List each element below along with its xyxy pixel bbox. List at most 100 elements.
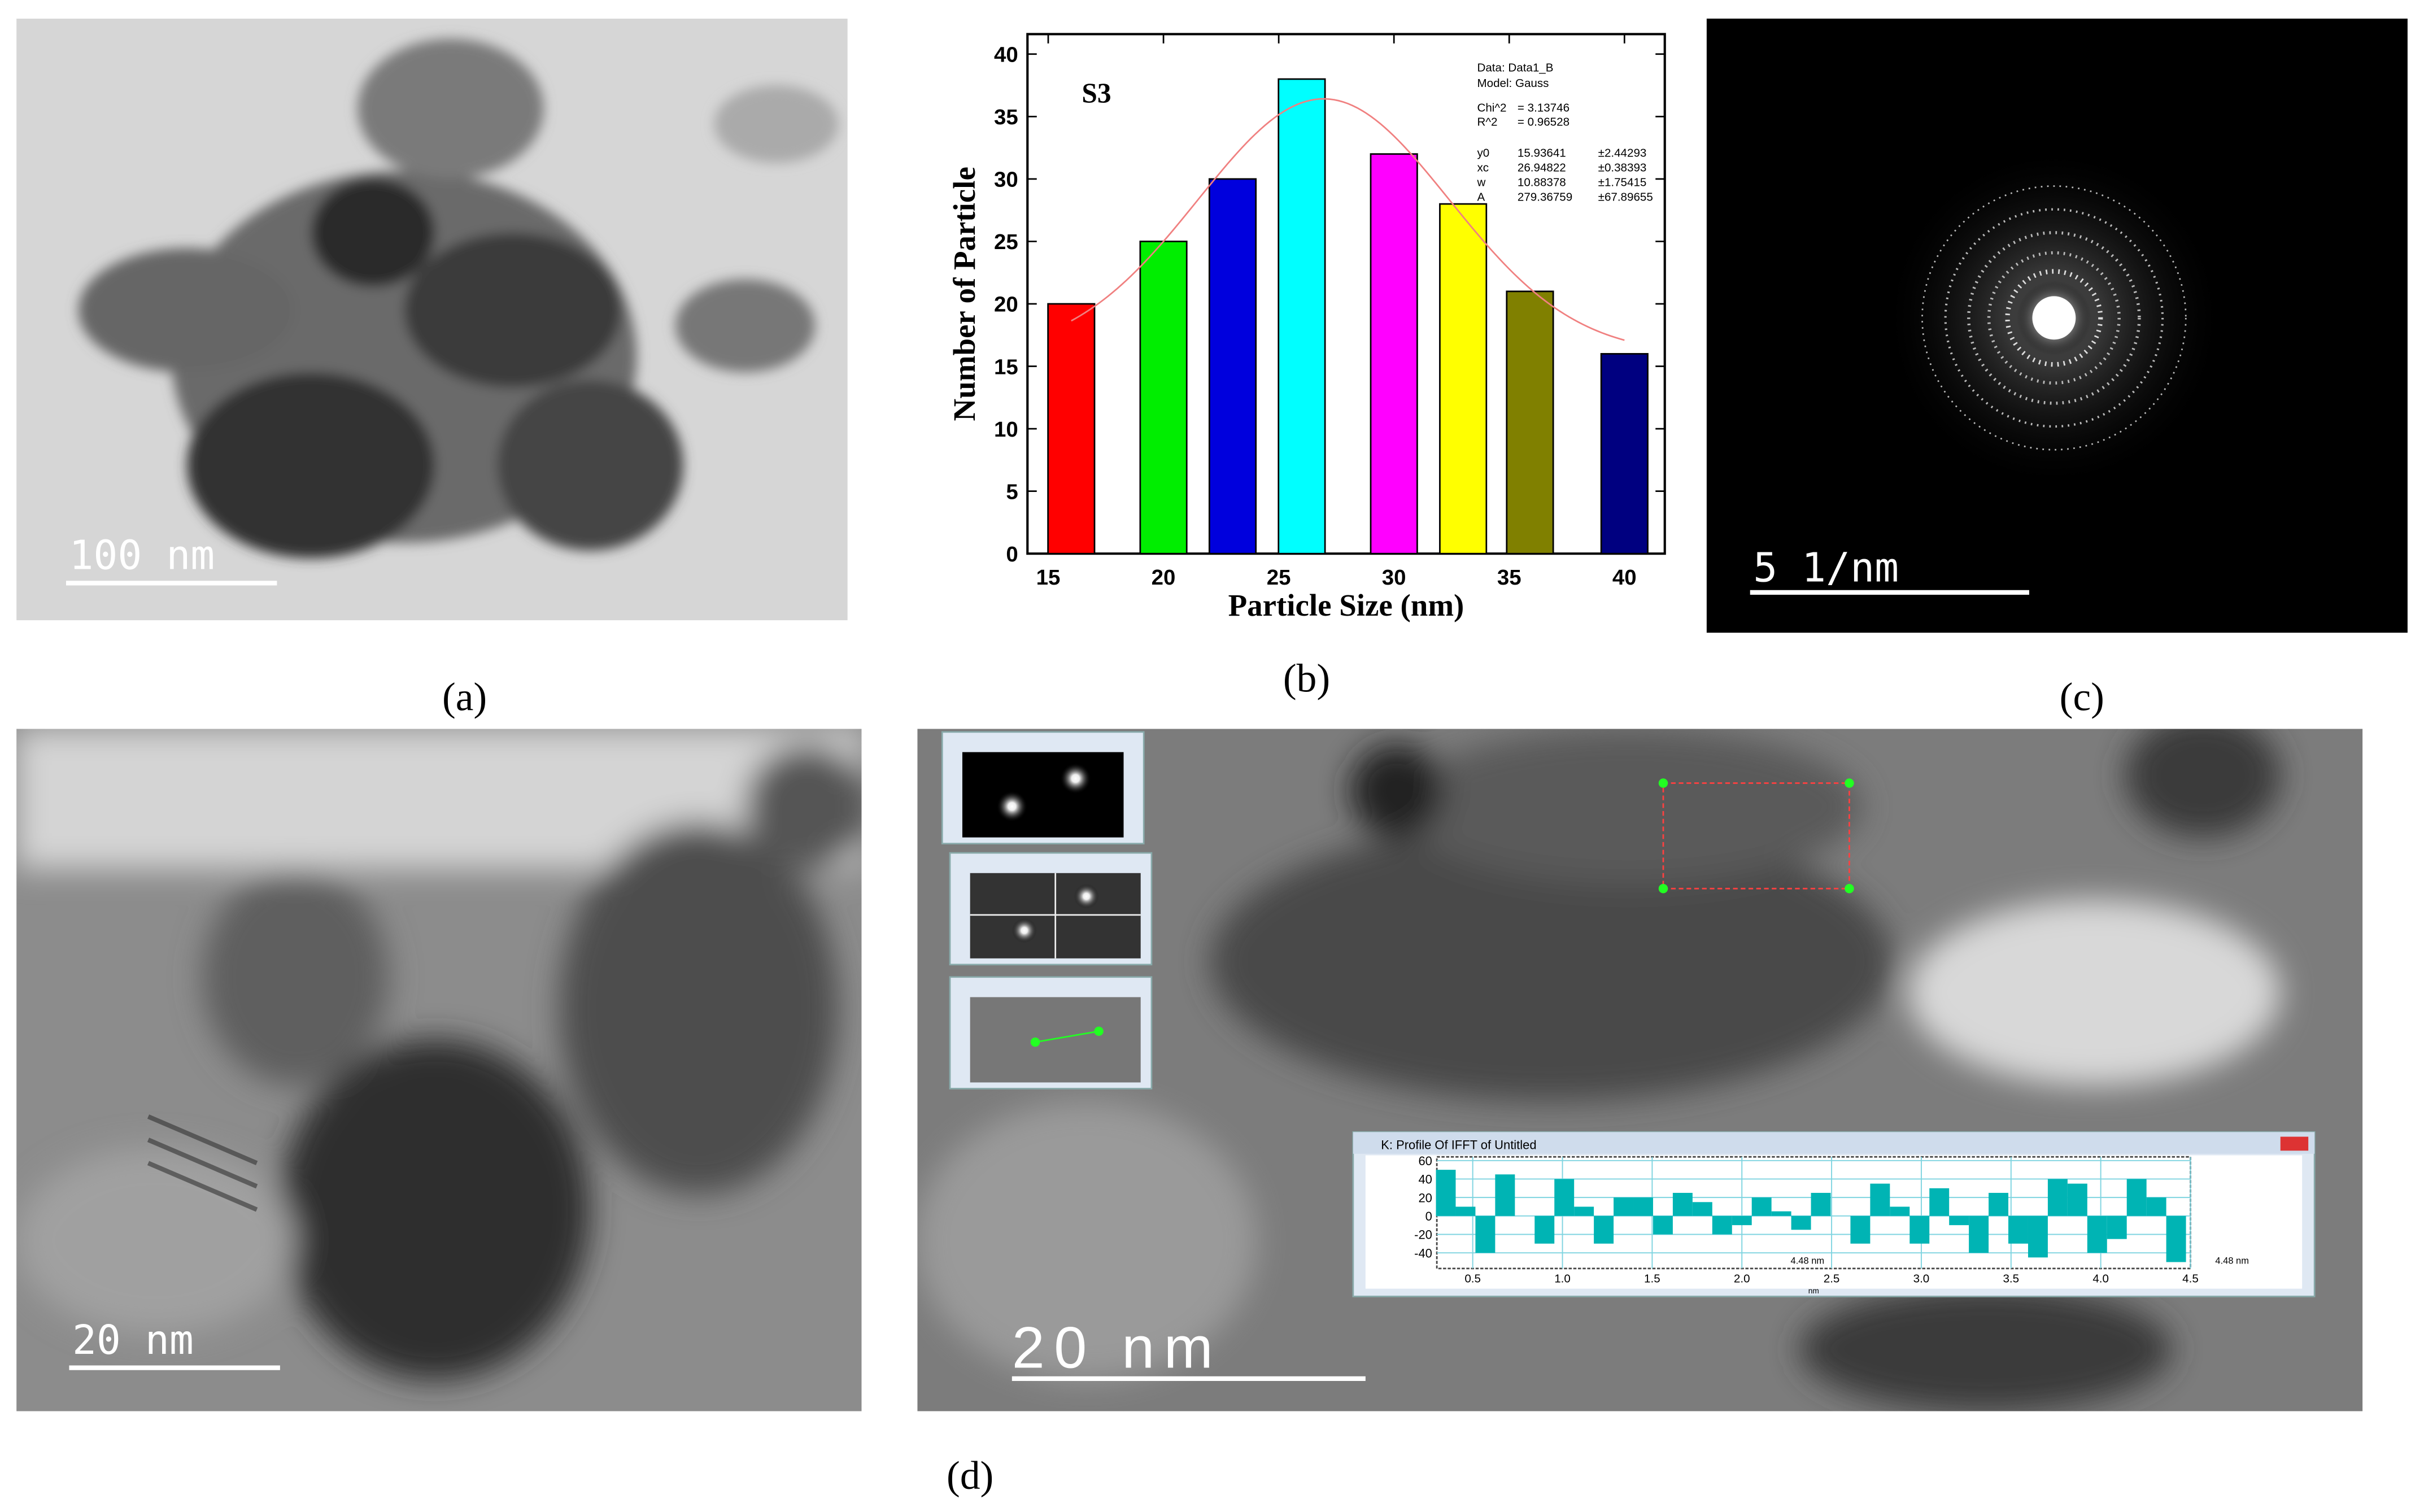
y-tick-label: 35 (994, 105, 1018, 129)
fit-param-value: 15.93641 (1518, 146, 1566, 159)
profile-bar (1890, 1206, 1910, 1216)
profile-bar (2047, 1179, 2068, 1216)
fit-param-value: 10.88378 (1518, 176, 1566, 189)
x-axis-title: nm (1808, 1287, 1819, 1295)
hrtem-image-right: 20 nm (917, 729, 2363, 1411)
profile-bar (1791, 1215, 1811, 1230)
fit-stat-value: = 3.13746 (1518, 102, 1570, 115)
profile-bar (2067, 1183, 2087, 1216)
profile-bar (1495, 1174, 1515, 1216)
panel-label: (c) (2060, 675, 2104, 720)
x-tick-label: 3.0 (1913, 1273, 1930, 1286)
x-tick-label: 2.0 (1734, 1273, 1750, 1286)
x-tick-label: 25 (1267, 565, 1291, 590)
fit-param-error: ±0.38393 (1598, 161, 1647, 174)
scale-bar-label: 20 nm (72, 1317, 194, 1363)
bar (1370, 153, 1418, 555)
fit-stat-value: = 0.96528 (1518, 115, 1570, 128)
x-tick-label: 2.5 (1824, 1273, 1840, 1286)
hrtem-image-left: 20 nm (16, 729, 862, 1411)
profile-bar (2008, 1215, 2028, 1244)
x-tick-label: 3.5 (2003, 1273, 2019, 1286)
fit-info: Data: Data1_B (1477, 61, 1554, 74)
annotation: 4.48 nm (2215, 1256, 2249, 1266)
bar (1506, 290, 1554, 555)
profile-bar (1554, 1179, 1575, 1216)
window-title: K: Profile Of IFFT of Untitled (1381, 1138, 1536, 1152)
profile-bar (1594, 1215, 1614, 1244)
profile-bar (1653, 1215, 1673, 1235)
scale-bar-label: 5 1/nm (1753, 544, 1899, 591)
profile-bar (2166, 1215, 2186, 1262)
y-tick-label: 15 (994, 355, 1018, 379)
panel-label: (a) (442, 675, 487, 720)
scale-bar-label: 20 nm (1012, 1315, 1222, 1381)
sample-label: S3 (1082, 77, 1111, 108)
profile-bar (2028, 1215, 2048, 1258)
profile-bar (1732, 1215, 1752, 1226)
bar (1208, 178, 1257, 555)
x-tick-label: 1.5 (1644, 1273, 1660, 1286)
profile-bar (1771, 1211, 1791, 1216)
histogram: 0 5 10 15 20 25 30 35 40 15 20 25 30 35 40 S3 Number of … (947, 33, 1666, 622)
fit-param-name: y0 (1477, 146, 1490, 159)
profile-bar (1475, 1215, 1496, 1253)
profile-bar (2126, 1179, 2147, 1216)
profile-bar (2107, 1215, 2127, 1239)
panel-label: (b) (1283, 656, 1330, 701)
annotation: 4.48 nm (1791, 1256, 1825, 1266)
y-tick-label: 0 (1425, 1209, 1432, 1223)
fit-param-value: 279.36759 (1518, 191, 1572, 204)
y-tick-label: 20 (994, 293, 1018, 317)
x-tick-label: 30 (1382, 565, 1406, 590)
profile-bar (2087, 1215, 2107, 1253)
profile-bar (1969, 1215, 1989, 1253)
profile-bar (1672, 1192, 1693, 1216)
x-tick-label: 0.5 (1464, 1273, 1481, 1286)
fft-window (949, 852, 1153, 966)
profile-bar (1870, 1183, 1890, 1216)
gauss-fit (1071, 98, 1625, 341)
fit-stat-name: Chi^2 (1477, 102, 1507, 115)
x-tick-label: 35 (1497, 565, 1521, 590)
profile-bar (1534, 1215, 1555, 1244)
fit-param-error: ±67.89655 (1598, 191, 1653, 204)
profile-bar (1909, 1215, 1930, 1244)
y-tick-label: 30 (994, 168, 1018, 192)
y-tick-label: -40 (1414, 1246, 1432, 1260)
fit-info: Model: Gauss (1477, 77, 1549, 90)
profile-bar (1633, 1197, 1653, 1216)
profile-bar (1574, 1206, 1594, 1216)
profile-bar (1692, 1202, 1712, 1216)
bar (1047, 303, 1096, 555)
y-tick-label: 0 (1006, 542, 1018, 567)
profile-bar (1712, 1215, 1732, 1235)
bar (1139, 241, 1188, 555)
y-tick-label: 5 (1006, 480, 1018, 504)
bar (1600, 353, 1649, 555)
x-tick-label: 15 (1036, 565, 1061, 590)
y-tick-label: 40 (1418, 1173, 1432, 1187)
profile-bar (1614, 1197, 1634, 1216)
diffraction-pattern: 5 1/nm (1706, 18, 2408, 633)
profile-bar (1436, 1170, 1456, 1216)
scale-bar-label: 100 nm (69, 532, 215, 579)
x-tick-label: 40 (1612, 565, 1637, 590)
x-axis-title: Particle Size (nm) (1228, 588, 1464, 622)
y-tick-label: 10 (994, 417, 1018, 442)
fit-param-value: 26.94822 (1518, 161, 1566, 174)
y-axis-title: Number of Particle (947, 167, 982, 421)
profile-bar (1949, 1215, 1969, 1226)
x-tick-label: 20 (1152, 565, 1176, 590)
ifft-window (949, 976, 1153, 1090)
x-tick-label: 4.0 (2092, 1273, 2109, 1286)
profile-bar (1989, 1192, 2009, 1216)
plot-frame (1026, 33, 1666, 555)
profile-bar (1751, 1197, 1772, 1216)
bar (1439, 203, 1488, 555)
x-tick-label: 1.0 (1554, 1273, 1571, 1286)
profile-bar (1850, 1215, 1871, 1244)
profile-bar (1455, 1206, 1476, 1216)
